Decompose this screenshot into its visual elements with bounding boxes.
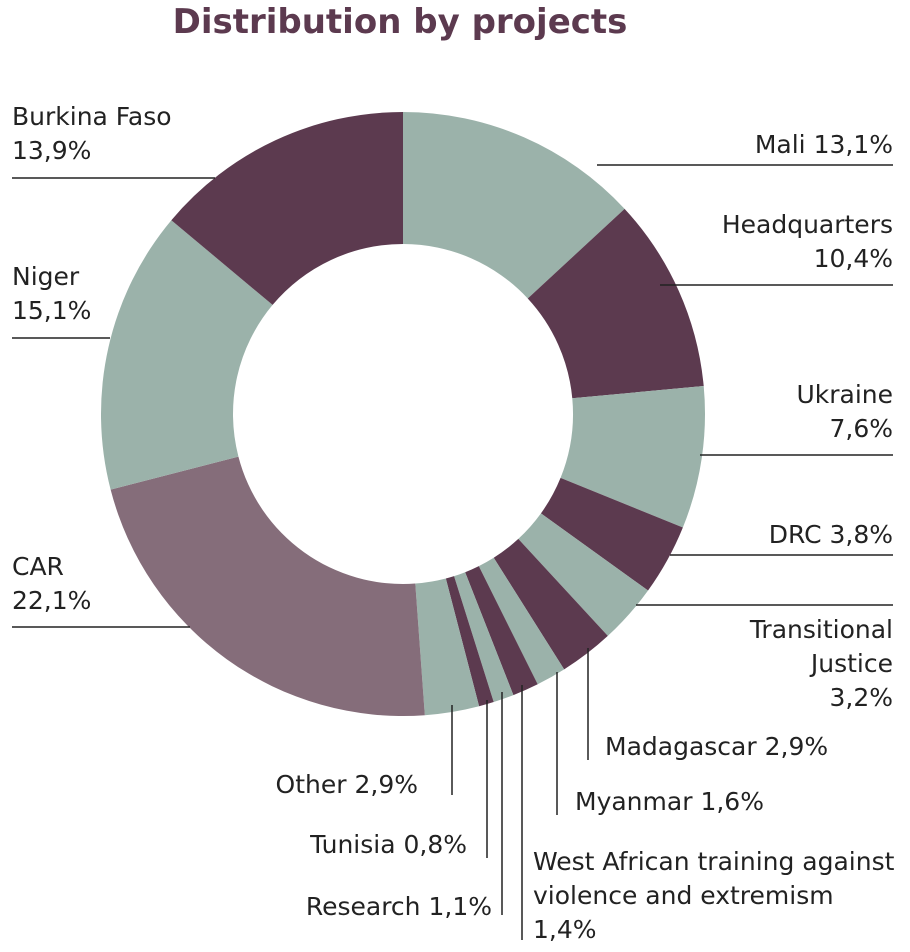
value-label: 1,1% <box>428 892 492 921</box>
slice <box>465 566 538 696</box>
slice-label: Headquarters 10,4% <box>722 208 893 276</box>
slice-label: Ukraine 7,6% <box>796 378 893 446</box>
category-name: Research <box>305 892 421 921</box>
slice-label: Niger 15,1% <box>12 260 91 328</box>
value-label: 10,4% <box>813 244 893 273</box>
slice <box>415 578 480 716</box>
slice-label: Other 2,9% <box>276 768 418 802</box>
value-label: 0,8% <box>403 830 467 859</box>
slice-label: DRC 3,8% <box>769 518 893 552</box>
slice <box>560 386 705 528</box>
value-label: 3,8% <box>829 520 893 549</box>
category-name: Niger <box>12 262 80 291</box>
slice-label: Myanmar 1,6% <box>575 785 764 819</box>
category-name: CAR <box>12 552 64 581</box>
slice <box>454 572 514 703</box>
category-name: Transitional Justice <box>749 615 893 678</box>
category-name: Myanmar <box>575 787 693 816</box>
slice <box>540 477 683 591</box>
slice <box>527 208 704 399</box>
value-label: 1,4% <box>533 915 597 944</box>
category-name: Mali <box>754 130 806 159</box>
slice-label: CAR 22,1% <box>12 550 91 618</box>
value-label: 13,9% <box>12 136 92 165</box>
value-label: 22,1% <box>12 586 92 615</box>
value-label: 1,6% <box>700 787 764 816</box>
slice <box>478 557 565 685</box>
value-label: 2,9% <box>354 770 418 799</box>
slice-label: Mali 13,1% <box>755 128 893 162</box>
slice-label: Tunisia 0,8% <box>310 828 467 862</box>
slice-label: West African training against violence a… <box>533 845 908 947</box>
category-name: DRC <box>768 520 822 549</box>
value-label: 2,9% <box>764 732 829 761</box>
slice <box>445 576 494 707</box>
chart-title: Distribution by projects <box>172 2 628 42</box>
slice-label: Burkina Faso 13,9% <box>12 100 172 168</box>
slice <box>403 112 625 299</box>
value-label: 15,1% <box>12 296 92 325</box>
slice-label: Transitional Justice 3,2% <box>718 613 893 715</box>
category-name: Other <box>275 770 347 799</box>
category-name: Ukraine <box>796 380 893 409</box>
category-name: West African training against violence a… <box>533 847 895 910</box>
slice <box>171 112 403 305</box>
category-name: Burkina Faso <box>12 102 172 131</box>
slice-label: Madagascar 2,9% <box>605 730 828 764</box>
category-name: Headquarters <box>721 210 893 239</box>
slice <box>101 220 273 490</box>
slice <box>518 513 649 636</box>
slice <box>493 538 608 670</box>
slice-label: Research 1,1% <box>306 890 492 924</box>
value-label: 13,1% <box>813 130 893 159</box>
category-name: Madagascar <box>605 732 757 761</box>
value-label: 3,2% <box>829 683 893 712</box>
value-label: 7,6% <box>829 414 893 443</box>
slice <box>110 456 425 716</box>
category-name: Tunisia <box>310 830 396 859</box>
